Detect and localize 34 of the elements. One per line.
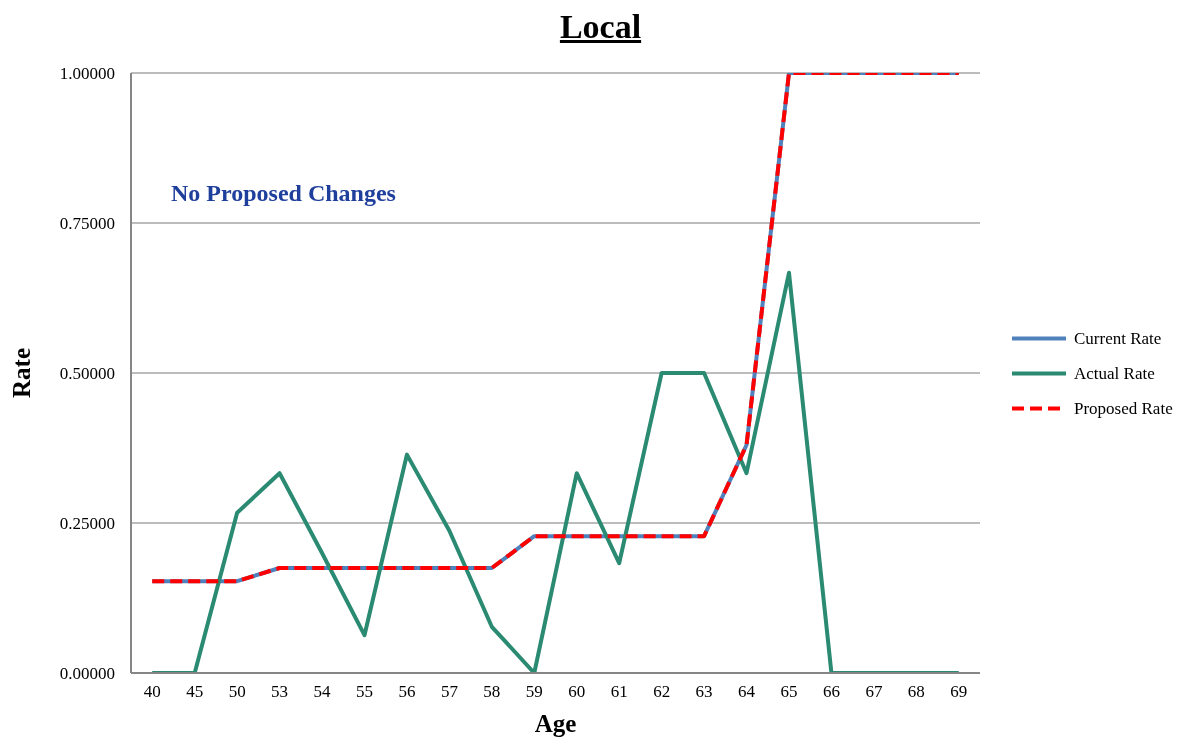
x-axis-title: Age [534,710,577,737]
x-tick-label: 63 [695,682,713,702]
line-series [150,270,961,673]
x-tick-label: 57 [440,682,459,702]
x-tick-label: 67 [865,682,883,702]
x-tick-label: 59 [525,682,543,702]
x-tick-label: 62 [653,682,671,702]
x-tick-label: 40 [143,682,161,702]
x-tick-label: 61 [610,682,628,702]
y-tick-label: 0.75000 [59,214,115,234]
x-tick-label: 64 [738,682,756,702]
x-tick-label: 50 [228,682,246,702]
chart-title: Local [559,8,642,45]
x-tick-label: 56 [398,682,416,702]
x-tick-label: 55 [355,682,373,702]
x-tick-label: 68 [907,682,925,702]
x-tick-label: 69 [950,682,968,702]
annotation: No Proposed Changes [171,180,396,206]
x-tick-label: 66 [822,682,840,702]
legend-label: Proposed Rate [1074,398,1173,417]
legend-label: Current Rate [1074,328,1162,347]
x-tick-label: 65 [780,682,798,702]
x-tick-label: 58 [483,682,501,702]
y-tick-label: 1.00000 [59,64,115,84]
x-tick-label: 53 [271,682,289,702]
y-axis-title: Rate [8,348,35,398]
y-tick-label: 0.50000 [59,364,115,384]
line-series [150,73,961,584]
legend-label: Actual Rate [1074,363,1155,382]
y-tick-label: 0.00000 [59,664,115,684]
x-tick-label: 60 [568,682,586,702]
x-tick-label: 45 [186,682,204,702]
y-tick-label: 0.25000 [59,514,115,534]
x-tick-label: 54 [313,682,332,702]
